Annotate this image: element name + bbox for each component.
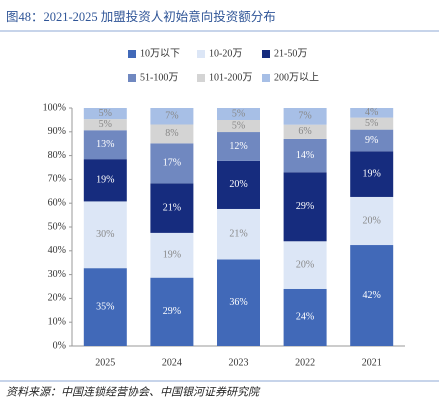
bar-segment — [350, 151, 394, 197]
bar-segment — [283, 288, 327, 346]
data-label: 5% — [99, 119, 112, 130]
data-label: 7% — [165, 111, 178, 122]
data-label: 17% — [163, 158, 181, 169]
bar-segment — [150, 183, 194, 233]
legend-label: 200万以上 — [274, 71, 319, 83]
bar-segment — [217, 160, 260, 209]
data-label: 42% — [363, 290, 381, 301]
data-label: 29% — [163, 306, 181, 317]
bar-segment — [350, 108, 394, 118]
data-label: 20% — [229, 179, 247, 190]
legend-swatch — [262, 74, 270, 82]
x-tick-label: 2022 — [295, 357, 315, 368]
data-label: 5% — [99, 108, 112, 119]
data-label: 21% — [229, 229, 247, 240]
data-label: 9% — [365, 135, 378, 146]
data-label: 7% — [298, 111, 311, 122]
bar-segment — [217, 208, 260, 260]
data-label: 5% — [232, 120, 245, 131]
y-tick-label: 80% — [48, 150, 66, 161]
y-tick-label: 50% — [48, 221, 66, 232]
data-label: 21% — [163, 202, 181, 213]
data-label: 19% — [96, 175, 114, 186]
bar-segment — [217, 108, 260, 121]
legend-swatch — [262, 50, 270, 58]
data-label: 20% — [296, 259, 314, 270]
legend-swatch — [128, 50, 136, 58]
data-label: 5% — [232, 108, 245, 119]
x-tick-label: 2021 — [362, 357, 382, 368]
data-label: 19% — [163, 250, 181, 261]
legend-label: 10万以下 — [140, 48, 180, 59]
data-label: 19% — [363, 168, 381, 179]
bar-segment — [217, 132, 260, 161]
bar-segment — [150, 143, 194, 184]
x-tick-label: 2025 — [95, 357, 115, 368]
data-label: 12% — [229, 141, 247, 152]
data-label: 8% — [165, 128, 178, 139]
bar-segment — [150, 124, 194, 144]
y-tick-label: 30% — [48, 269, 66, 280]
data-label: 14% — [296, 150, 314, 161]
bar-segment — [150, 232, 194, 278]
bar-segment — [83, 108, 127, 120]
bar-segment — [283, 138, 327, 173]
bar-segment — [83, 201, 127, 269]
y-tick-label: 20% — [48, 293, 66, 304]
data-label: 6% — [298, 126, 311, 137]
bar-segment — [283, 108, 327, 125]
legend-swatch — [197, 74, 205, 82]
chart-title: 图48：2021-2025 加盟投资人初始意向投资额分布 — [6, 9, 276, 24]
y-tick-label: 90% — [48, 126, 66, 137]
y-tick-label: 60% — [48, 197, 66, 208]
bar-segment — [217, 259, 260, 346]
bar-segment — [217, 120, 260, 133]
data-label: 36% — [229, 297, 247, 308]
bar-segment — [350, 117, 394, 130]
legend-swatch — [128, 74, 136, 82]
bar-segment — [83, 130, 127, 160]
bar-segment — [283, 172, 327, 242]
bar-segment — [283, 241, 327, 289]
data-label: 30% — [96, 229, 114, 240]
bar-segment — [350, 196, 394, 246]
y-tick-label: 100% — [43, 102, 66, 113]
x-tick-label: 2023 — [229, 357, 249, 368]
bar-segment — [150, 108, 194, 125]
data-label: 24% — [296, 312, 314, 323]
y-tick-label: 70% — [48, 174, 66, 185]
data-label: 20% — [363, 215, 381, 226]
legend-label: 21-50万 — [274, 48, 307, 59]
bar-segment — [83, 159, 127, 202]
legend-swatch — [197, 50, 205, 58]
data-label: 35% — [96, 301, 114, 312]
y-tick-label: 40% — [48, 245, 66, 256]
data-label: 13% — [96, 139, 114, 150]
bar-segment — [350, 129, 394, 152]
data-label: 5% — [365, 118, 378, 129]
y-tick-label: 10% — [48, 316, 66, 327]
data-label: 4% — [365, 107, 378, 118]
data-label: 29% — [296, 201, 314, 212]
bar-segment — [83, 119, 127, 131]
legend-label: 51-100万 — [140, 72, 178, 83]
bar-segment — [83, 268, 127, 346]
bar-segment — [150, 277, 194, 346]
bar-segment — [283, 124, 327, 139]
x-tick-label: 2024 — [162, 357, 182, 368]
source: 资料来源：中国连锁经营协会、中国银河证券研究院 — [6, 386, 261, 399]
legend-label: 10-20万 — [209, 48, 242, 59]
bar-segment — [350, 245, 394, 346]
y-tick-label: 0% — [53, 340, 66, 351]
legend-label: 101-200万 — [209, 72, 252, 83]
